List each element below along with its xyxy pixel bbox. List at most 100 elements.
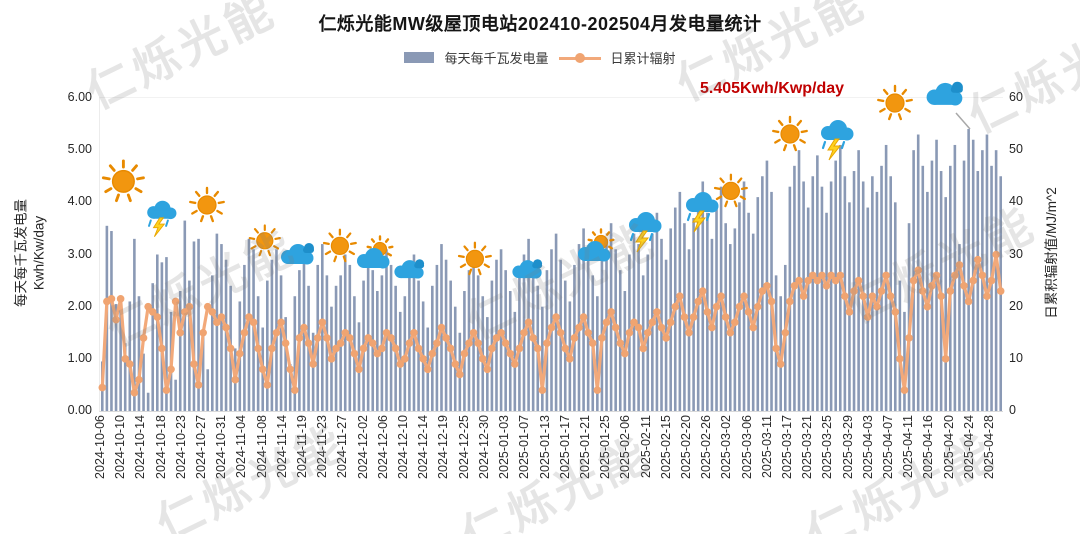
radiation-marker xyxy=(648,318,657,327)
generation-bar xyxy=(156,254,159,411)
generation-bar xyxy=(142,353,145,411)
weather-sun-icon xyxy=(710,170,752,212)
radiation-marker xyxy=(579,313,588,321)
radiation-marker xyxy=(171,297,180,306)
radiation-marker xyxy=(181,308,189,316)
x-tick-label: 2025-03-17 xyxy=(779,415,794,479)
radiation-marker xyxy=(304,339,313,347)
radiation-marker xyxy=(547,323,556,332)
radiation-marker xyxy=(98,383,107,392)
radiation-marker xyxy=(125,360,134,368)
radiation-marker xyxy=(584,328,592,337)
generation-bar xyxy=(866,207,870,411)
radiation-marker xyxy=(364,334,372,342)
generation-bar xyxy=(431,285,434,411)
radiation-marker xyxy=(886,292,895,301)
radiation-marker xyxy=(941,355,950,363)
x-tick-label: 2025-02-06 xyxy=(618,415,633,479)
generation-bar xyxy=(123,343,127,411)
radiation-marker xyxy=(231,375,240,384)
radiation-marker xyxy=(854,276,863,285)
radiation-marker xyxy=(726,328,735,337)
generation-bar xyxy=(220,244,223,411)
radiation-marker xyxy=(538,386,547,394)
radiation-marker xyxy=(245,313,253,321)
radiation-marker xyxy=(703,308,712,316)
radiation-marker xyxy=(653,308,661,316)
weather-suncloud-icon xyxy=(573,228,617,274)
radiation-marker xyxy=(433,339,441,347)
right-tick-label: 50 xyxy=(1009,142,1023,157)
radiation-marker xyxy=(891,308,900,316)
radiation-marker xyxy=(249,318,258,327)
generation-bar xyxy=(247,238,251,411)
generation-bar xyxy=(994,150,998,412)
chart-canvas xyxy=(98,112,1005,412)
radiation-marker xyxy=(680,313,689,321)
radiation-marker xyxy=(721,313,730,321)
radiation-marker xyxy=(561,344,570,353)
right-tick-label: 60 xyxy=(1009,90,1023,104)
radiation-marker xyxy=(955,261,964,269)
x-tick-label: 2024-10-23 xyxy=(173,415,188,479)
generation-bar xyxy=(279,275,283,411)
x-tick-label: 2024-12-25 xyxy=(456,415,471,479)
annotation-leader-line xyxy=(955,112,971,130)
radiation-marker xyxy=(355,365,363,374)
weather-cloud-icon xyxy=(389,252,429,292)
radiation-marker xyxy=(277,318,285,327)
radiation-marker xyxy=(419,355,427,363)
radiation-marker xyxy=(593,386,602,394)
legend-bar-label: 每天每千瓦发电量 xyxy=(444,51,549,66)
radiation-marker xyxy=(323,334,331,342)
generation-bar xyxy=(201,332,205,411)
radiation-marker xyxy=(611,323,620,332)
radiation-marker xyxy=(332,344,340,353)
radiation-marker xyxy=(818,271,826,280)
generation-bar xyxy=(197,238,200,411)
radiation-marker xyxy=(144,302,152,311)
radiation-marker xyxy=(217,313,226,321)
x-tick-label: 2025-01-07 xyxy=(517,415,532,479)
radiation-marker xyxy=(772,344,780,353)
weather-storm-icon xyxy=(678,189,722,233)
radiation-marker xyxy=(689,313,698,321)
radiation-marker xyxy=(208,308,217,316)
radiation-marker xyxy=(786,297,794,306)
generation-bar xyxy=(211,275,214,411)
radiation-marker xyxy=(488,344,496,353)
x-tick-label: 2025-04-03 xyxy=(860,415,875,479)
radiation-marker xyxy=(621,349,629,358)
radiation-marker xyxy=(451,360,460,368)
radiation-marker xyxy=(799,292,808,301)
radiation-marker xyxy=(588,339,597,347)
generation-bar xyxy=(192,241,196,411)
radiation-marker xyxy=(630,318,638,327)
generation-bar xyxy=(270,259,274,411)
legend-line-marker xyxy=(574,52,585,63)
radiation-marker xyxy=(236,349,244,358)
x-tick-label: 2025-02-15 xyxy=(658,415,673,479)
radiation-marker xyxy=(167,365,175,374)
radiation-marker xyxy=(928,282,936,290)
radiation-marker xyxy=(511,360,519,368)
x-tick-label: 2025-01-25 xyxy=(598,415,613,479)
radiation-marker xyxy=(203,302,212,311)
radiation-marker xyxy=(313,334,322,342)
radiation-marker xyxy=(845,308,854,316)
x-tick-label: 2024-10-27 xyxy=(194,415,209,479)
x-tick-label: 2024-12-06 xyxy=(375,415,390,479)
radiation-marker xyxy=(222,323,230,332)
radiation-marker xyxy=(570,334,579,342)
radiation-marker xyxy=(996,287,1005,295)
radiation-marker xyxy=(914,266,922,274)
x-tick-label: 2025-02-26 xyxy=(699,415,714,479)
generation-bar xyxy=(806,207,810,411)
x-tick-label: 2024-12-19 xyxy=(436,415,451,479)
x-tick-label: 2024-11-08 xyxy=(254,415,269,479)
radiation-marker xyxy=(850,287,858,295)
radiation-marker xyxy=(368,339,377,347)
radiation-marker xyxy=(896,355,904,363)
generation-bar xyxy=(128,301,132,411)
radiation-marker xyxy=(946,287,955,295)
